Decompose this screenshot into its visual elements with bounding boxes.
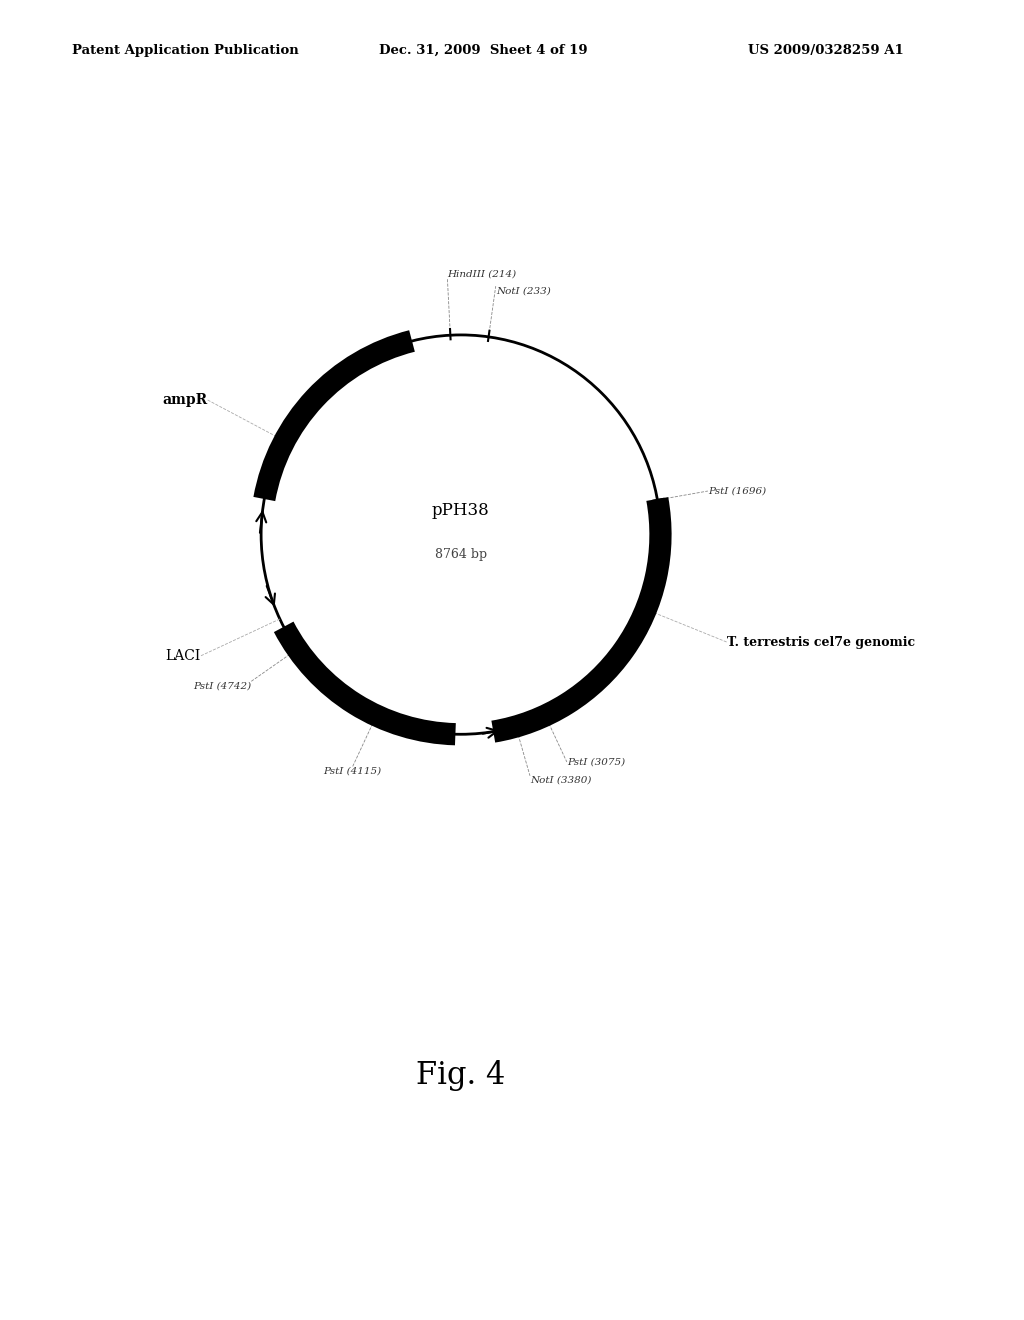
Text: Dec. 31, 2009  Sheet 4 of 19: Dec. 31, 2009 Sheet 4 of 19 [379,44,588,57]
Text: pPH38: pPH38 [432,502,489,519]
Text: PstI (4115): PstI (4115) [324,767,382,776]
Text: Fig. 4: Fig. 4 [416,1060,506,1092]
Text: PstI (3075): PstI (3075) [567,758,625,767]
Text: NotI (3380): NotI (3380) [530,776,591,785]
Text: NotI (233): NotI (233) [496,286,551,296]
Text: Patent Application Publication: Patent Application Publication [72,44,298,57]
Text: PstI (4742): PstI (4742) [193,681,251,690]
Text: US 2009/0328259 A1: US 2009/0328259 A1 [748,44,903,57]
Text: 8764 bp: 8764 bp [435,548,486,561]
Text: LACI: LACI [166,648,201,663]
Text: ampR: ampR [163,393,208,407]
Text: T. terrestris cel7e genomic: T. terrestris cel7e genomic [727,635,914,648]
Text: PstI (1696): PstI (1696) [708,487,766,495]
Text: HindIII (214): HindIII (214) [447,271,516,279]
